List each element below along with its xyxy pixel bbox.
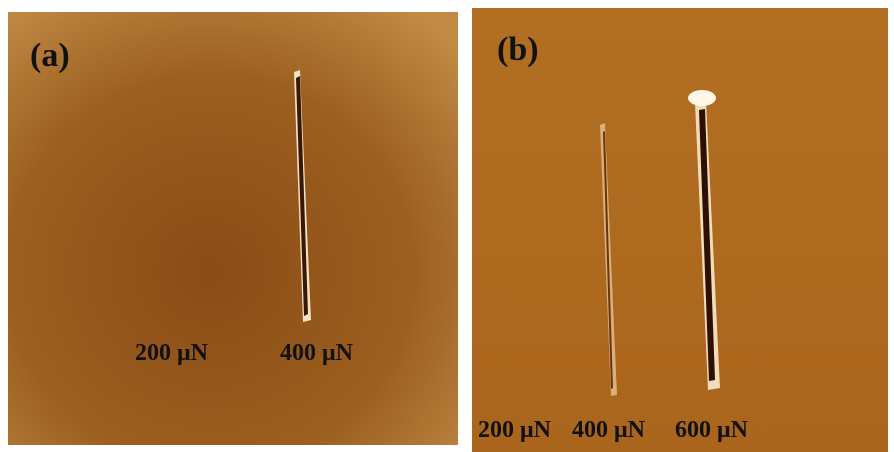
afm-image [472,8,888,452]
load-label: 600 μN [675,417,749,443]
panel-label: (b) [497,31,539,68]
pile-up [688,90,716,106]
load-label: 400 μN [280,340,354,366]
afm-image [8,12,458,445]
load-label: 200 μN [135,340,209,366]
figure: (a) 200 μN 400 μN (b) 200 μN 400 μN 600 … [0,0,894,452]
load-label: 400 μN [572,417,646,443]
panel-b: (b) 200 μN 400 μN 600 μN [472,8,888,452]
load-label: 200 μN [478,417,552,443]
panel-a: (a) 200 μN 400 μN [8,12,458,445]
panel-label: (a) [30,37,70,74]
